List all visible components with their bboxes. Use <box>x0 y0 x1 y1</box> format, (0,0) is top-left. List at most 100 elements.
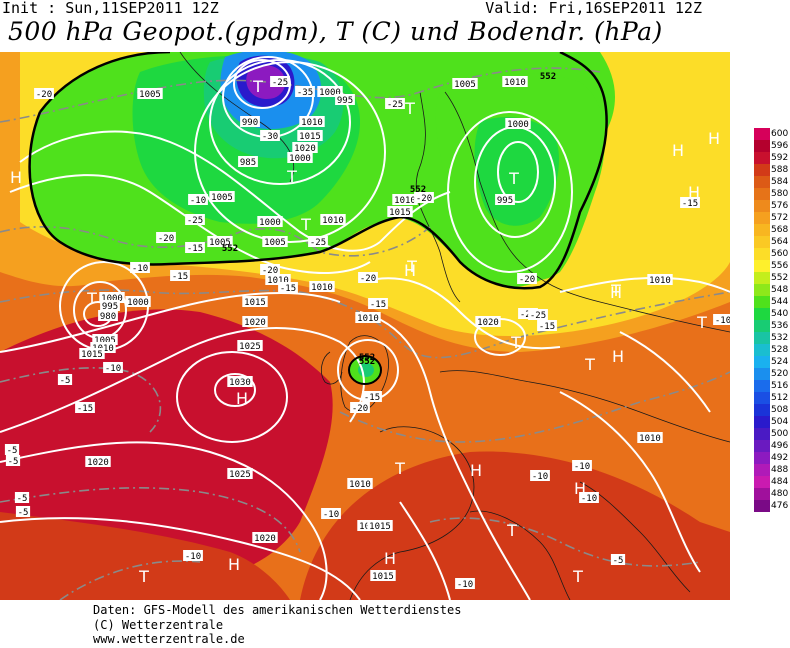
temperature-label-box <box>15 506 31 517</box>
isobar-label: 1005 <box>264 238 286 248</box>
isobar-label-box <box>238 156 258 167</box>
isobar-label: 1015 <box>372 572 394 582</box>
temperature-label-box <box>680 197 700 208</box>
temperature-label-box <box>517 273 537 284</box>
colorbar-level-label: 512 <box>771 393 789 403</box>
temperature-label-box <box>270 76 290 87</box>
isobar-label-box <box>137 88 163 99</box>
isobar-label: 995 <box>102 302 118 312</box>
colorbar-swatch <box>754 200 770 213</box>
isobar-label-box <box>99 292 125 303</box>
temperature-label: -10 <box>132 264 148 274</box>
isobar-label: 1005 <box>211 193 233 203</box>
temperature-label: -15 <box>370 300 386 310</box>
geopot-label: 552 <box>410 185 426 195</box>
temperature-label: -15 <box>280 284 296 294</box>
isobar-label-box <box>209 191 235 202</box>
colorbar-swatch <box>754 152 770 165</box>
isobar-label-box <box>262 236 288 247</box>
pressure-system-label: T <box>404 99 415 118</box>
isobar-label-box <box>367 520 393 531</box>
temperature-label: -20 <box>416 194 432 204</box>
isobar-label-box <box>370 570 396 581</box>
isobar-label: 980 <box>100 312 116 322</box>
colorbar-swatch <box>754 404 770 417</box>
isobar-label-box <box>335 94 355 105</box>
geopot-label: 552 <box>359 357 375 367</box>
isobar-label: 1015 <box>299 132 321 142</box>
colorbar-swatch <box>754 188 770 201</box>
isobar-label-box <box>495 194 515 205</box>
pressure-system-label: T <box>506 521 517 540</box>
temperature-label-box <box>368 298 388 309</box>
colorbar-level-label: 540 <box>771 309 789 319</box>
temperature-label: -10 <box>457 580 473 590</box>
pressure-system-label: T <box>610 281 621 300</box>
isobar-label: 1015 <box>369 522 391 532</box>
colorbar-level-label: 476 <box>771 501 789 511</box>
footer: Daten: GFS-Modell des amerikanischen Wet… <box>93 603 461 647</box>
pressure-system-label: H <box>10 168 22 187</box>
isobar-label-box <box>237 340 263 351</box>
isobar-label-box <box>100 300 120 311</box>
colorbar-swatch <box>754 464 770 477</box>
temperature-label: -20 <box>158 234 174 244</box>
temperature-label: -15 <box>187 244 203 254</box>
temperature-label: -10 <box>190 196 206 206</box>
isobar-label: 1010 <box>649 276 671 286</box>
temperature-label: -15 <box>682 199 698 209</box>
colorbar-level-label: 556 <box>771 261 789 271</box>
isobar-label: 1020 <box>244 318 266 328</box>
pressure-system-label: H <box>404 261 416 280</box>
temperature-label-box <box>75 402 95 413</box>
valid-time: Valid: Fri,16SEP2011 12Z <box>485 0 702 17</box>
isobar-label-box <box>475 316 501 327</box>
temperature-label: -10 <box>574 462 590 472</box>
colorbar-level-label: 596 <box>771 141 789 151</box>
isobar-label: 1015 <box>244 298 266 308</box>
colorbar-swatch <box>754 284 770 297</box>
temperature-label: -10 <box>581 494 597 504</box>
colorbar-level-label: 580 <box>771 189 789 199</box>
isobar-label: 995 <box>497 196 513 206</box>
isobar-label-box <box>227 376 253 387</box>
temperature-label-box <box>362 391 382 402</box>
colorbar-swatch <box>754 140 770 153</box>
isobar-label-box <box>392 194 418 205</box>
isobar-label: 1005 <box>139 90 161 100</box>
temperature-label-box <box>610 554 626 565</box>
pressure-system-label: T <box>696 313 707 332</box>
isobar-label: 1000 <box>507 120 529 130</box>
colorbar-level-label: 504 <box>771 417 789 427</box>
pressure-system-label: H <box>688 183 700 202</box>
isobar-label: 990 <box>242 118 258 128</box>
isobar-label-box <box>355 312 381 323</box>
geopot-552-line <box>28 52 608 290</box>
colorbar-level-label: 564 <box>771 237 789 247</box>
isobar-label: 1020 <box>87 458 109 468</box>
temperature-label-box <box>414 192 434 203</box>
temperature-label: -25 <box>187 216 203 226</box>
isobar-label: 1005 <box>454 80 476 90</box>
temperature-label: -5 <box>18 508 29 518</box>
isobar-label: 1030 <box>229 378 251 388</box>
temperature-label: -5 <box>17 494 28 504</box>
temperature-label-box <box>130 262 150 273</box>
temperature-label: -25 <box>387 100 403 110</box>
pressure-system-label: H <box>612 347 624 366</box>
temperature-label: -25 <box>530 311 546 321</box>
colorbar-level-label: 572 <box>771 213 789 223</box>
temperature-label: -15 <box>364 393 380 403</box>
temperature-label-box <box>528 309 548 320</box>
colorbar-level-label: 516 <box>771 381 789 391</box>
temperature-label: -20 <box>360 274 376 284</box>
colorbar-level-label: 544 <box>771 297 789 307</box>
pressure-system-label: T <box>138 567 149 586</box>
colorbar-level-label: 568 <box>771 225 789 235</box>
colorbar-swatch <box>754 248 770 261</box>
temperature-label: -5 <box>613 556 624 566</box>
temperature-label-box <box>103 362 123 373</box>
isobar-label: 1010 <box>639 434 661 444</box>
isobar-label-box <box>252 532 278 543</box>
temperature-label-box <box>358 272 378 283</box>
